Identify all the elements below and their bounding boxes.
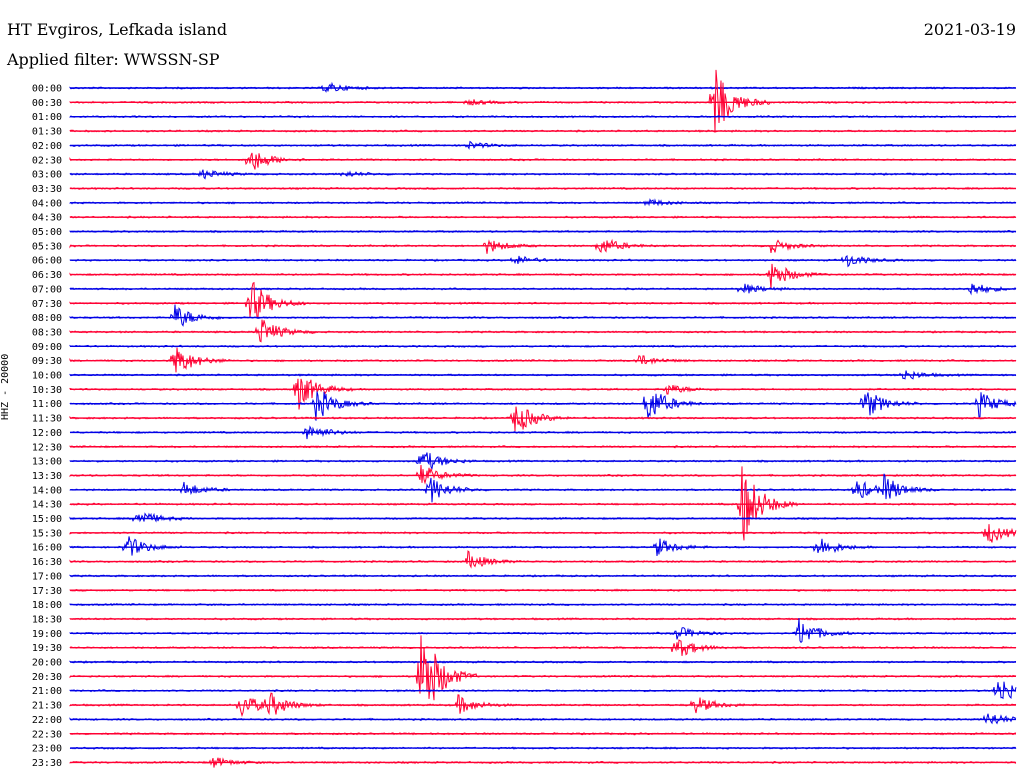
time-label: 09:30 xyxy=(32,356,62,367)
trace-row xyxy=(69,304,1017,327)
time-label: 05:30 xyxy=(32,241,62,252)
trace-row xyxy=(69,152,1017,170)
trace-row xyxy=(69,319,1017,343)
date-label: 2021-03-19 xyxy=(923,20,1016,39)
time-label: 10:30 xyxy=(32,385,62,396)
time-label: 02:00 xyxy=(32,141,62,152)
time-labels: 00:00 00:30 01:00 01:30 02:00 02:30 03:00 03:30… xyxy=(32,84,62,769)
trace-row xyxy=(69,391,1017,421)
time-label: 12:00 xyxy=(32,428,62,439)
time-label: 21:30 xyxy=(32,701,62,712)
time-label: 00:30 xyxy=(32,98,62,109)
trace-row xyxy=(69,263,1017,290)
time-label: 07:30 xyxy=(32,299,62,310)
time-label: 15:00 xyxy=(32,514,62,525)
time-label: 22:30 xyxy=(32,729,62,740)
time-label: 19:00 xyxy=(32,629,62,640)
time-label: 11:00 xyxy=(32,399,62,410)
time-label: 03:30 xyxy=(32,184,62,195)
trace-row xyxy=(69,512,1017,523)
time-label: 19:30 xyxy=(32,643,62,654)
time-label: 13:00 xyxy=(32,457,62,468)
trace-row xyxy=(69,692,1017,718)
time-label: 02:30 xyxy=(32,155,62,166)
time-label: 15:30 xyxy=(32,528,62,539)
trace-row xyxy=(69,550,1017,569)
time-label: 17:00 xyxy=(32,571,62,582)
time-label: 06:00 xyxy=(32,256,62,267)
time-label: 06:30 xyxy=(32,270,62,281)
filter-name: WWSSN-SP xyxy=(123,50,220,69)
trace-row xyxy=(69,69,1017,133)
time-label: 12:30 xyxy=(32,442,62,453)
time-label: 18:30 xyxy=(32,614,62,625)
trace-row xyxy=(69,464,1017,485)
trace-row xyxy=(69,536,1017,556)
time-label: 23:00 xyxy=(32,744,62,755)
trace-row xyxy=(69,238,1017,254)
time-label: 09:00 xyxy=(32,342,62,353)
time-label: 07:00 xyxy=(32,284,62,295)
time-label: 20:30 xyxy=(32,672,62,683)
time-label: 22:00 xyxy=(32,715,62,726)
time-label: 04:00 xyxy=(32,198,62,209)
time-label: 13:30 xyxy=(32,471,62,482)
trace-row xyxy=(69,713,1017,725)
time-label: 16:00 xyxy=(32,543,62,554)
filter-prefix: Applied filter: xyxy=(7,50,124,69)
station-title: HT Evgiros, Lefkada island xyxy=(7,20,228,39)
time-label: 01:00 xyxy=(32,112,62,123)
trace-row xyxy=(69,466,1017,541)
time-label: 17:30 xyxy=(32,586,62,597)
trace-row xyxy=(69,255,1017,268)
time-label: 08:30 xyxy=(32,327,62,338)
time-label: 03:00 xyxy=(32,170,62,181)
time-label: 08:00 xyxy=(32,313,62,324)
filter-line: Applied filter: WWSSN-SP xyxy=(7,50,220,69)
time-label: 18:00 xyxy=(32,600,62,611)
time-label: 20:00 xyxy=(32,658,62,669)
trace-row xyxy=(69,473,1017,503)
time-label: 14:00 xyxy=(32,485,62,496)
time-label: 10:00 xyxy=(32,371,62,382)
time-label: 00:00 xyxy=(32,84,62,95)
time-label: 04:30 xyxy=(32,213,62,224)
trace-row xyxy=(69,406,1017,432)
time-label: 21:00 xyxy=(32,686,62,697)
time-label: 11:30 xyxy=(32,414,62,425)
seismic-traces xyxy=(69,69,1017,768)
time-label: 05:00 xyxy=(32,227,62,238)
time-label: 23:30 xyxy=(32,758,62,769)
time-label: 01:30 xyxy=(32,127,62,138)
time-label: 16:30 xyxy=(32,557,62,568)
time-label: 14:30 xyxy=(32,500,62,511)
trace-row xyxy=(69,617,1017,644)
